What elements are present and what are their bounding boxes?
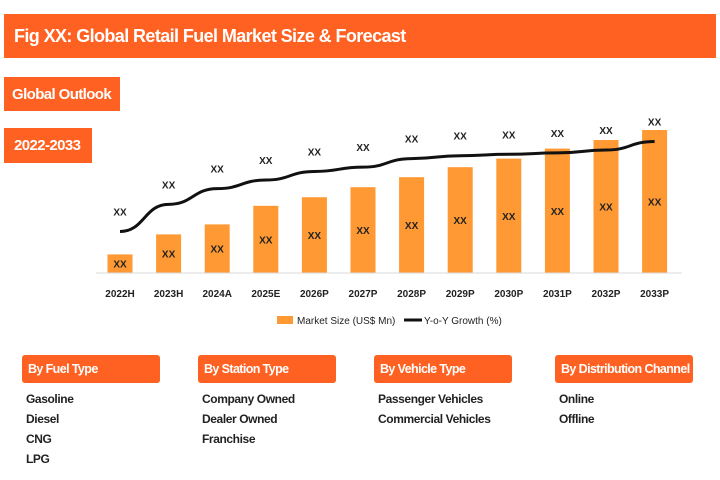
x-tick-label: 2031P bbox=[543, 289, 572, 300]
segment-item: Company Owned bbox=[202, 392, 295, 406]
bar-label: XX bbox=[551, 207, 565, 218]
x-tick-label: 2025E bbox=[251, 289, 280, 300]
segment-header: By Station Type bbox=[198, 355, 336, 383]
x-tick-label: 2033P bbox=[640, 289, 669, 300]
bar-2031P bbox=[544, 148, 570, 273]
x-tick-label: 2022H bbox=[105, 289, 134, 300]
segment-header: By Distribution Channel bbox=[555, 355, 693, 383]
outlook-label: Global Outlook bbox=[4, 77, 120, 111]
bar-2027P bbox=[350, 187, 376, 273]
growth-label: XX bbox=[502, 130, 516, 141]
growth-label: XX bbox=[454, 132, 468, 143]
segment-item: Offline bbox=[559, 412, 595, 426]
segment-by-vehicle-type: By Vehicle Type Passenger Vehicles Commerc… bbox=[374, 355, 512, 429]
segment-list: Company Owned Dealer Owned Franchise bbox=[198, 389, 336, 449]
bar-label: XX bbox=[648, 198, 662, 209]
segment-by-fuel-type: By Fuel Type Gasoline Diesel CNG LPG bbox=[22, 355, 160, 469]
x-tick-label: 2026P bbox=[300, 289, 329, 300]
bar-2023H bbox=[156, 234, 182, 273]
segment-header: By Vehicle Type bbox=[374, 355, 512, 383]
x-tick-label: 2024A bbox=[202, 289, 231, 300]
bar-label: XX bbox=[502, 212, 516, 223]
bar-2032P bbox=[593, 140, 619, 273]
bar-2028P bbox=[399, 177, 425, 273]
segment-item: Commercial Vehicles bbox=[378, 412, 491, 426]
x-tick-label: 2030P bbox=[494, 289, 523, 300]
legend-yoy-growth: Y-o-Y Growth (%) bbox=[424, 316, 502, 327]
legend-bar-swatch bbox=[277, 316, 293, 324]
growth-label: XX bbox=[405, 135, 419, 146]
bar-2026P bbox=[301, 197, 327, 273]
segment-list: Gasoline Diesel CNG LPG bbox=[22, 389, 160, 469]
bar-2024A bbox=[204, 224, 230, 273]
growth-label: XX bbox=[599, 126, 613, 137]
segment-list: Online Offline bbox=[555, 389, 693, 429]
segment-item: LPG bbox=[26, 452, 50, 466]
growth-line bbox=[119, 139, 655, 234]
growth-label: XX bbox=[211, 165, 225, 176]
segment-item: Gasoline bbox=[26, 392, 74, 406]
segment-header: By Fuel Type bbox=[22, 355, 160, 383]
period-label: 2022-2033 bbox=[4, 128, 92, 163]
segment-item: Diesel bbox=[26, 412, 59, 426]
growth-label: XX bbox=[113, 208, 127, 219]
segment-item: Dealer Owned bbox=[202, 412, 278, 426]
bar-label: XX bbox=[454, 216, 468, 227]
growth-label: XX bbox=[648, 117, 662, 128]
segment-list: Passenger Vehicles Commercial Vehicles bbox=[374, 389, 512, 429]
bar-label: XX bbox=[259, 235, 273, 246]
x-tick-label: 2023H bbox=[154, 289, 183, 300]
bar-label: XX bbox=[211, 245, 225, 256]
bar-label: XX bbox=[113, 260, 127, 271]
growth-label: XX bbox=[356, 143, 370, 154]
x-tick-label: 2032P bbox=[592, 289, 621, 300]
legend-market-size: Market Size (US$ Mn) bbox=[297, 316, 395, 327]
segment-by-station-type: By Station Type Company Owned Dealer Owned… bbox=[198, 355, 336, 449]
growth-label: XX bbox=[308, 147, 322, 158]
segment-item: Passenger Vehicles bbox=[378, 392, 483, 406]
bar-2030P bbox=[496, 158, 522, 273]
segment-item: CNG bbox=[26, 432, 52, 446]
bar-2029P bbox=[447, 167, 473, 273]
bar-2033P bbox=[642, 130, 668, 273]
bar-label: XX bbox=[599, 203, 613, 214]
segment-by-distribution-channel: By Distribution Channel Online Offline bbox=[555, 355, 693, 429]
growth-label: XX bbox=[162, 180, 176, 191]
market-chart: XX 2022H XX 2023H XX 2024A XX 2025E XX 2026P XX 202… bbox=[96, 117, 682, 327]
growth-label: XX bbox=[259, 156, 273, 167]
bar-label: XX bbox=[308, 231, 322, 242]
bar-2022H bbox=[107, 254, 133, 273]
x-tick-label: 2029P bbox=[446, 289, 475, 300]
figure-title: Fig XX: Global Retail Fuel Market Size &… bbox=[4, 14, 716, 58]
segment-item: Online bbox=[559, 392, 594, 406]
segment-item: Franchise bbox=[202, 432, 256, 446]
x-tick-label: 2027P bbox=[349, 289, 378, 300]
bar-label: XX bbox=[405, 221, 419, 232]
growth-label: XX bbox=[551, 129, 565, 140]
bar-label: XX bbox=[162, 250, 176, 261]
bar-label: XX bbox=[356, 226, 370, 237]
x-tick-label: 2028P bbox=[397, 289, 426, 300]
bar-2025E bbox=[253, 205, 279, 273]
